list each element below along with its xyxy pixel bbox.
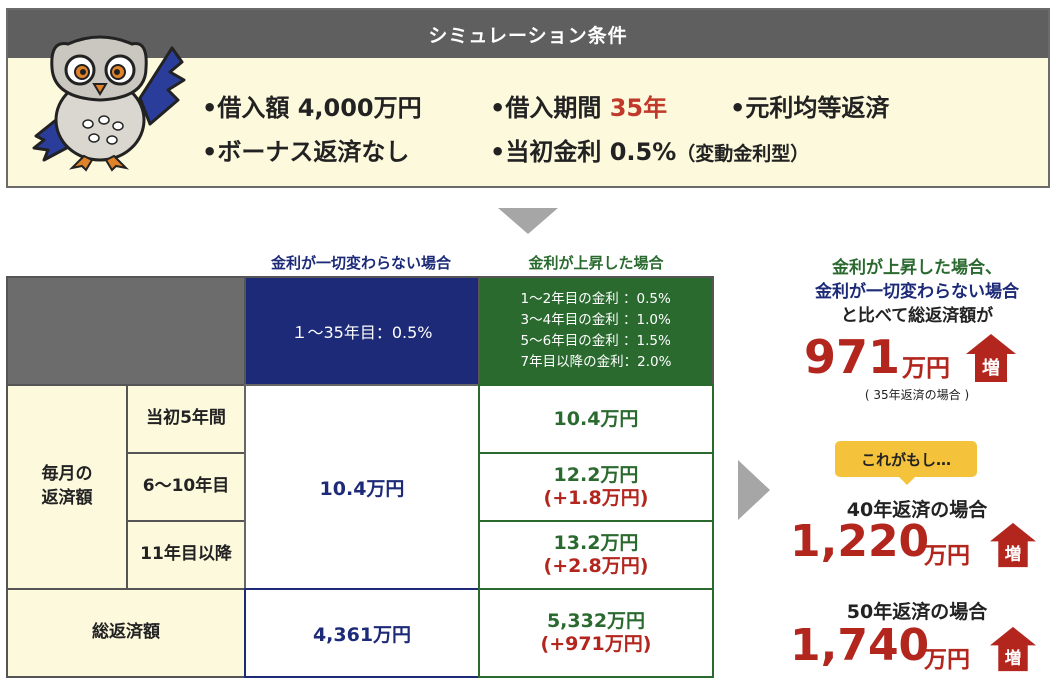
total-rising-cell: 5,332万円 (+971万円): [478, 588, 714, 678]
rising-rate-line: 7年目以降の金利：2.0%: [520, 353, 672, 370]
summary-line-compare: と比べて総返済額が: [840, 306, 994, 326]
increase-label: 増: [1005, 648, 1022, 668]
case-50-label: 50年返済の場合: [846, 601, 988, 623]
rising-payment-diff: (+1.8万円): [543, 487, 649, 509]
amount-unit: 万円: [924, 543, 970, 569]
row-label-year-11-plus: 11年目以降: [126, 520, 246, 590]
case-40-label: 40年返済の場合: [846, 499, 988, 521]
total-rising: 5,332万円 (+971万円): [541, 610, 652, 656]
row-label-years-6-10: 6～10年目: [126, 452, 246, 522]
rising-rate-line: 1～2年目の金利 ：0.5%: [520, 291, 671, 308]
table-corner-cell: [6, 276, 246, 386]
increase-house-icon: 増: [990, 626, 1036, 672]
increase-label: 増: [1005, 544, 1022, 564]
rising-payment-diff: (+2.8万円): [543, 555, 649, 577]
rising-payment-row-2: 12.2万円 (+1.8万円): [478, 452, 714, 522]
summary-line-rising: 金利が上昇した場合、: [832, 258, 1002, 278]
condition-repayment-type: •元利均等返済: [730, 94, 890, 122]
monthly-payment-label-cell: 毎月の 返済額: [6, 384, 128, 590]
rising-payment-value: 10.4万円: [553, 407, 639, 430]
condition-bonus: •ボーナス返済なし: [202, 138, 410, 166]
amount-35-number: 971: [804, 330, 901, 384]
rising-rate-line: 3～4年目の金利 ：1.0%: [520, 312, 671, 329]
rising-payment-row-1: 10.4万円: [478, 384, 714, 454]
condition-loan-term-label: •借入期間: [490, 94, 610, 122]
total-rising-diff: (+971万円): [540, 633, 652, 655]
condition-initial-rate: •当初金利 0.5%（変動金利型）: [490, 132, 809, 167]
conditions-panel: シミュレーション条件: [6, 8, 1050, 188]
summary-line-fixed: 金利が一切変わらない場合: [815, 282, 1019, 302]
increase-house-icon: 増: [990, 522, 1036, 568]
summary-amount-40: 1,220 万円 増: [790, 516, 1040, 572]
monthly-payment-label-line1: 毎月の: [41, 464, 93, 485]
what-if-bubble-tail: [898, 476, 916, 485]
condition-rate-type: （変動金利型）: [676, 143, 810, 165]
column-header-rising: 金利が上昇した場合: [528, 254, 664, 272]
rising-rates-list: 1～2年目の金利 ：0.5% 3～4年目の金利 ：1.0% 5～6年目の金利 ：…: [521, 289, 672, 373]
total-rising-amount: 5,332万円: [546, 610, 646, 633]
owl-mascot-icon: [32, 35, 186, 172]
rising-payment-amount: 12.2万円: [553, 464, 639, 487]
amount-unit: 万円: [924, 647, 970, 673]
rising-payment-value: 12.2万円 (+1.8万円): [544, 464, 649, 510]
condition-loan-term: •借入期間 35年: [490, 88, 667, 123]
monthly-payment-label-line2: 返済額: [41, 488, 93, 508]
right-arrow-icon: [738, 460, 770, 520]
condition-loan-amount: •借入額 4,000万円: [202, 94, 422, 122]
monthly-payment-label: 毎月の 返済額: [42, 463, 93, 511]
total-repayment-label: 総返済額: [6, 588, 246, 678]
amount-50-number: 1,740: [790, 620, 930, 671]
amount-unit: 万円: [902, 354, 950, 382]
conditions-title: シミュレーション条件: [8, 10, 1048, 58]
fixed-monthly-payment: 10.4万円: [244, 384, 480, 590]
rising-payment-amount: 13.2万円: [553, 532, 639, 555]
condition-loan-term-value: 35年: [609, 94, 668, 122]
rising-rates-cell: 1～2年目の金利 ：0.5% 3～4年目の金利 ：1.0% 5～6年目の金利 ：…: [478, 276, 714, 386]
column-header-fixed: 金利が一切変わらない場合: [270, 254, 451, 272]
down-arrow-icon: [498, 208, 558, 234]
rising-payment-value: 13.2万円 (+2.8万円): [544, 532, 649, 578]
summary-amount-50: 1,740 万円 増: [790, 620, 1040, 678]
increase-label: 増: [982, 357, 1000, 379]
total-fixed: 4,361万円: [244, 588, 480, 678]
row-label-first-5-years: 当初5年間: [126, 384, 246, 454]
rising-payment-row-3: 13.2万円 (+2.8万円): [478, 520, 714, 590]
condition-initial-rate-value: •当初金利 0.5%: [490, 138, 677, 166]
increase-house-icon: 増: [966, 334, 1016, 382]
summary-amount-35: 971 万円 増: [798, 330, 1038, 384]
amount-40-number: 1,220: [790, 516, 930, 567]
summary-note-35: ( 35年返済の場合 ): [864, 388, 970, 402]
rising-rate-line: 5～6年目の金利 ：1.5%: [520, 333, 671, 349]
fixed-rate-cell: １～35年目：0.5%: [244, 276, 480, 386]
what-if-bubble: これがもし…: [835, 441, 977, 477]
